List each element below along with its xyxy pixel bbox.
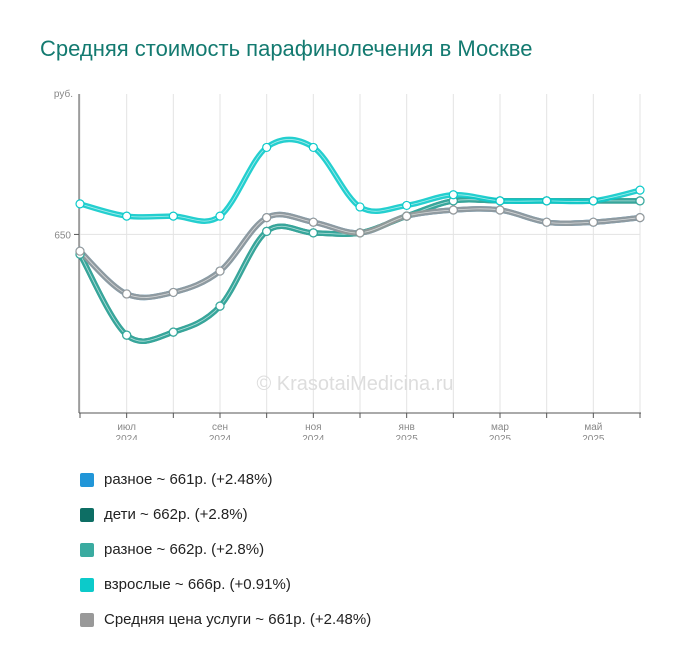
x-tick-label-month: май — [584, 422, 602, 433]
legend-item[interactable]: взрослые ~ 666р. (+0.91%) — [80, 567, 371, 602]
chart-title: Средняя стоимость парафинолечения в Моск… — [40, 36, 533, 61]
data-point[interactable] — [635, 185, 645, 195]
data-point[interactable] — [262, 226, 272, 236]
x-ticks: июл2024сен2024ноя2024янв2025мар2025май20… — [79, 413, 641, 440]
data-point[interactable] — [168, 287, 178, 298]
legend-swatch — [80, 507, 94, 522]
x-tick-label-year: 2024 — [209, 434, 232, 440]
line-chart: руб. 650 июл2024сен2024ноя2024янв2025мар… — [54, 88, 645, 440]
x-tick-label-year: 2024 — [302, 434, 325, 440]
legend-item[interactable]: Средняя цена услуги ~ 661р. (+2.48%) — [80, 602, 371, 637]
legend-item[interactable]: разное ~ 661р. (+2.48%) — [80, 462, 371, 497]
data-point[interactable] — [168, 211, 178, 221]
data-point[interactable] — [355, 202, 365, 212]
data-point[interactable] — [215, 301, 225, 311]
data-point[interactable] — [308, 142, 318, 153]
x-tick-label-month: мар — [491, 422, 509, 433]
y-ticks: 650 — [54, 230, 79, 241]
x-tick-label-month: июл — [117, 422, 136, 433]
data-point[interactable] — [495, 196, 505, 206]
legend-item[interactable]: разное ~ 662р. (+2.8%) — [80, 532, 371, 567]
data-point[interactable] — [75, 246, 85, 256]
data-point[interactable] — [308, 228, 318, 238]
data-point[interactable] — [215, 266, 225, 276]
data-point[interactable] — [635, 213, 645, 223]
legend-label: разное ~ 662р. (+2.8%) — [104, 541, 265, 558]
legend-swatch — [80, 612, 94, 627]
x-tick-label-year: 2025 — [582, 434, 605, 440]
data-point[interactable] — [402, 200, 412, 211]
x-tick-label-year: 2024 — [116, 434, 139, 440]
x-tick-label-month: сен — [212, 422, 228, 433]
legend-label: взрослые ~ 666р. (+0.91%) — [104, 576, 291, 593]
data-point[interactable] — [122, 330, 132, 340]
x-tick-label-month: янв — [399, 422, 415, 433]
data-point[interactable] — [355, 228, 365, 238]
axes: руб. — [54, 88, 641, 414]
data-point[interactable] — [262, 213, 272, 223]
x-tick-label-year: 2025 — [396, 434, 419, 440]
data-point[interactable] — [588, 196, 598, 206]
y-axis-label: руб. — [54, 88, 73, 100]
legend-item[interactable]: дети ~ 662р. (+2.8%) — [80, 497, 371, 532]
data-point[interactable] — [168, 327, 178, 337]
legend-swatch — [80, 542, 94, 557]
data-point[interactable] — [75, 199, 85, 209]
legend-swatch — [80, 577, 94, 592]
data-point[interactable] — [262, 142, 272, 153]
legend-label: разное ~ 661р. (+2.48%) — [104, 471, 273, 488]
data-point[interactable] — [402, 211, 412, 221]
y-tick-label: 650 — [54, 230, 71, 241]
data-point[interactable] — [542, 196, 552, 206]
x-tick-label-month: ноя — [305, 422, 322, 433]
data-point[interactable] — [635, 196, 645, 206]
data-point[interactable] — [542, 217, 552, 227]
legend-swatch — [80, 472, 94, 487]
legend-label: дети ~ 662р. (+2.8%) — [104, 506, 248, 523]
watermark: © KrasotaiMedicina.ru — [256, 373, 453, 395]
legend: разное ~ 661р. (+2.48%) дети ~ 662р. (+2.… — [80, 462, 371, 637]
data-point[interactable] — [495, 205, 505, 215]
legend-label: Средняя цена услуги ~ 661р. (+2.48%) — [104, 611, 372, 628]
data-point[interactable] — [122, 211, 132, 221]
data-point[interactable] — [308, 217, 318, 227]
x-tick-label-year: 2025 — [489, 434, 512, 440]
series-group — [75, 136, 645, 344]
data-point[interactable] — [448, 190, 458, 200]
data-point[interactable] — [215, 211, 225, 221]
data-point[interactable] — [588, 217, 598, 227]
grid — [79, 94, 641, 413]
data-point[interactable] — [122, 289, 132, 299]
data-point[interactable] — [448, 205, 458, 215]
